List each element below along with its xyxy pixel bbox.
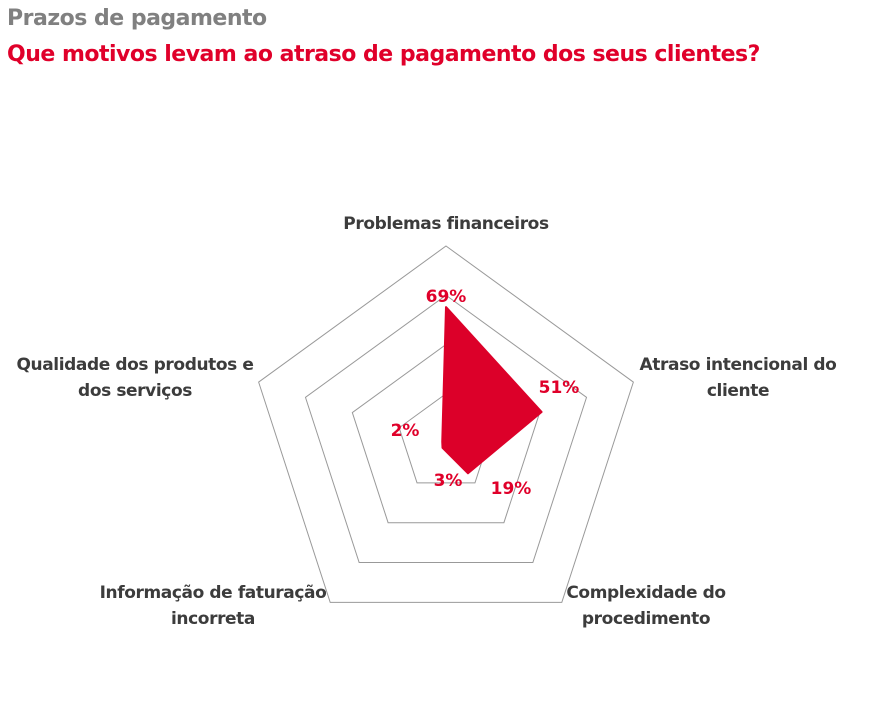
value-label: 2%: [391, 421, 420, 441]
axis-label: Atraso intencional do cliente: [640, 355, 837, 401]
value-label: 51%: [539, 378, 580, 398]
axis-label-line: procedimento: [582, 609, 710, 629]
value-label: 69%: [426, 287, 467, 307]
axis-label-line: dos serviços: [78, 381, 192, 401]
axis-label-line: cliente: [707, 381, 769, 401]
axis-label: Qualidade dos produtos e dos serviços: [16, 355, 253, 401]
axis-label-line: Problemas financeiros: [343, 214, 549, 234]
value-label: 19%: [491, 479, 532, 499]
axis-label-line: Complexidade do: [566, 583, 725, 603]
axis-label: Informação de faturação incorreta: [100, 583, 327, 629]
grid-ring: [258, 245, 634, 603]
chart-question: Que motivos levam ao atraso de pagamento…: [7, 42, 760, 67]
axis-label-line: Atraso intencional do: [640, 355, 837, 375]
axis-label: Problemas financeiros: [343, 214, 549, 234]
axis-label-line: Qualidade dos produtos e: [16, 355, 253, 375]
page-title: Prazos de pagamento: [7, 6, 267, 31]
grid-ring: [304, 294, 588, 564]
axis-label: Complexidade do procedimento: [566, 583, 725, 629]
data-area: [441, 306, 543, 475]
axis-label-line: Informação de faturação: [100, 583, 327, 603]
value-label: 3%: [434, 471, 463, 491]
axis-label-line: incorreta: [171, 609, 255, 629]
